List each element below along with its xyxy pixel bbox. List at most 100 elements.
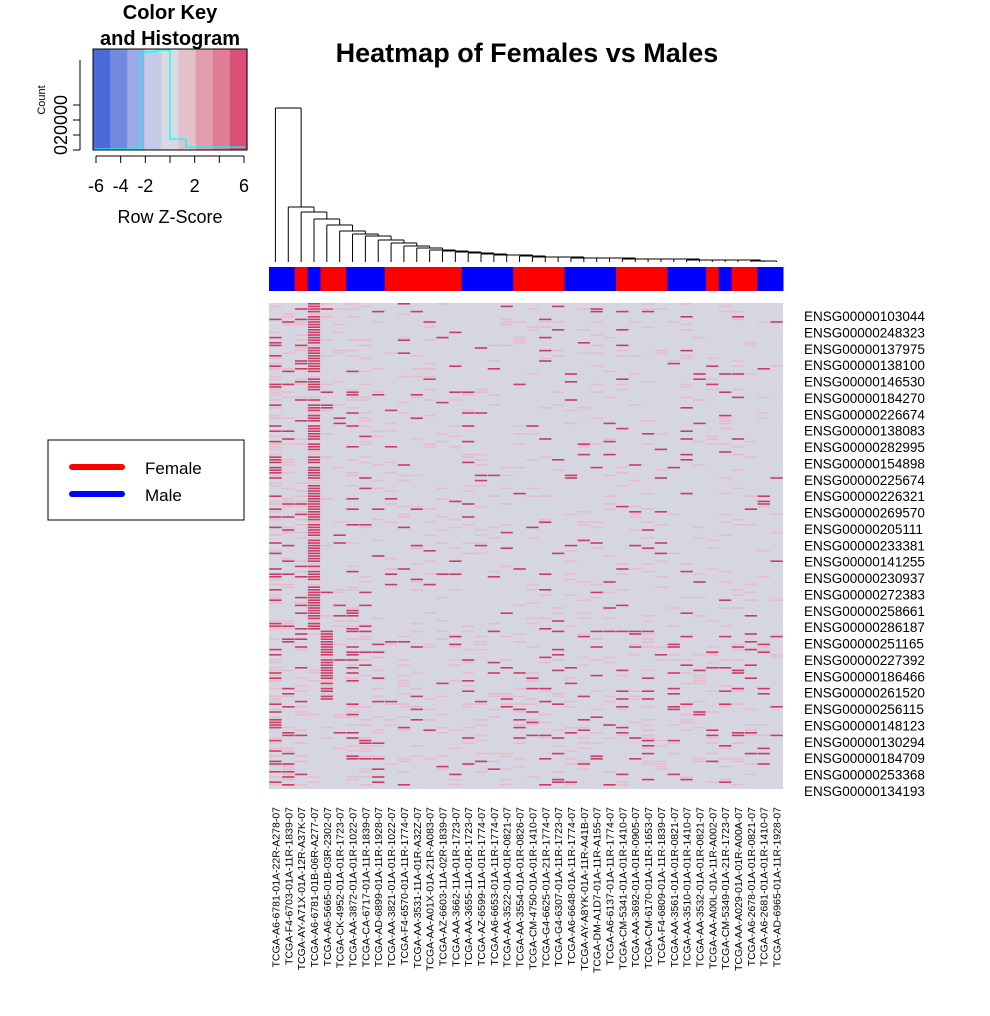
heatmap-cell [397, 729, 411, 731]
heatmap-cell [577, 742, 590, 744]
heatmap-cell [539, 357, 552, 360]
heatmap-cell [269, 659, 282, 661]
heatmap-cell [307, 565, 321, 568]
color-key-swatch [195, 49, 214, 150]
heatmap-cell [539, 349, 552, 352]
heatmap-cell [307, 303, 321, 305]
heatmap-cell [372, 391, 385, 393]
heatmap-cell [641, 537, 655, 539]
heatmap-cell [449, 643, 462, 646]
heatmap-cell [333, 589, 346, 591]
heatmap-cell [346, 778, 359, 781]
heatmap-cell [757, 321, 770, 323]
heatmap-cell [577, 407, 590, 409]
heatmap-cell [757, 396, 770, 399]
heatmap-cell [706, 365, 719, 367]
heatmap-cell [307, 576, 321, 578]
heatmap-cell [307, 586, 321, 588]
heatmap-cell [719, 451, 732, 453]
heatmap-cell [372, 539, 385, 542]
heatmap-cell [269, 461, 282, 464]
heatmap-body [269, 303, 783, 789]
heatmap-cell [603, 617, 616, 620]
heatmap-cell [333, 542, 346, 544]
heatmap-cell [564, 560, 578, 562]
row-label: ENSG00000226674 [804, 407, 925, 422]
heatmap-cell [603, 555, 616, 557]
heatmap-cell [654, 765, 668, 768]
heatmap-cell [269, 739, 282, 742]
heatmap-cell [770, 654, 783, 656]
heatmap-cell [449, 518, 462, 521]
heatmap-cell [410, 375, 423, 378]
heatmap-cell [346, 755, 359, 757]
heatmap-cell [449, 680, 462, 682]
heatmap-cell [307, 427, 321, 430]
heatmap-cell [462, 726, 475, 729]
heatmap-cell [320, 695, 333, 698]
heatmap-cell [320, 656, 333, 659]
heatmap-cell [359, 417, 372, 419]
heatmap-cell [603, 503, 616, 505]
column-group-cell [757, 267, 771, 291]
heatmap-cell [757, 412, 770, 414]
heatmap-cell [577, 612, 590, 614]
heatmap-cell [680, 729, 693, 731]
heatmap-cell [269, 388, 282, 391]
heatmap-cell [307, 362, 321, 365]
heatmap-cell [372, 745, 385, 747]
heatmap-cell [706, 539, 719, 542]
heatmap-cell [372, 394, 385, 396]
heatmap-cell [719, 513, 732, 516]
heatmap-cell [397, 682, 411, 685]
heatmap-cell [577, 635, 590, 638]
heatmap-cell [680, 438, 693, 440]
heatmap-cell [320, 690, 333, 692]
heatmap-cell [307, 521, 321, 523]
heatmap-cell [590, 383, 603, 386]
heatmap-cell [282, 625, 295, 627]
heatmap-cell [590, 417, 603, 419]
heatmap-cell [513, 641, 526, 643]
heatmap-cell [307, 443, 321, 445]
heatmap-cell [307, 508, 321, 510]
heatmap-cell [757, 505, 770, 508]
heatmap-cell [449, 659, 462, 661]
heatmap-cell [539, 318, 552, 321]
heatmap-cell [462, 742, 475, 744]
heatmap-cell [539, 784, 552, 786]
heatmap-cell [641, 734, 655, 737]
heatmap-cell [680, 721, 693, 724]
heatmap-cell [680, 349, 693, 352]
heatmap-cell [333, 747, 346, 750]
heatmap-cell [667, 708, 680, 711]
heatmap-cell [552, 607, 565, 609]
heatmap-cell [706, 388, 719, 391]
heatmap-cell [333, 331, 346, 334]
heatmap-cell [436, 726, 449, 729]
heatmap-cell [359, 440, 372, 443]
heatmap-cell [693, 654, 706, 656]
heatmap-cell [397, 505, 411, 508]
heatmap-cell [346, 607, 359, 609]
heatmap-cell [282, 706, 295, 708]
heatmap-cell [320, 680, 333, 682]
row-label: ENSG00000186466 [804, 669, 925, 684]
heatmap-cell [359, 435, 372, 438]
heatmap-cell [295, 638, 308, 640]
heatmap-cell [590, 547, 603, 549]
heatmap-cell [462, 706, 475, 708]
heatmap-cell [616, 773, 629, 776]
heatmap-cell [590, 526, 603, 529]
heatmap-cell [667, 724, 680, 726]
heatmap-cell [384, 557, 398, 560]
heatmap-cell [500, 635, 513, 638]
heatmap-cell [577, 443, 590, 445]
heatmap-cell [346, 620, 359, 622]
heatmap-cell [474, 529, 488, 531]
row-label: ENSG00000138100 [804, 358, 925, 373]
heatmap-cell [552, 321, 565, 323]
heatmap-cell [680, 713, 693, 716]
heatmap-cell [346, 732, 359, 734]
heatmap-cell [526, 677, 539, 679]
